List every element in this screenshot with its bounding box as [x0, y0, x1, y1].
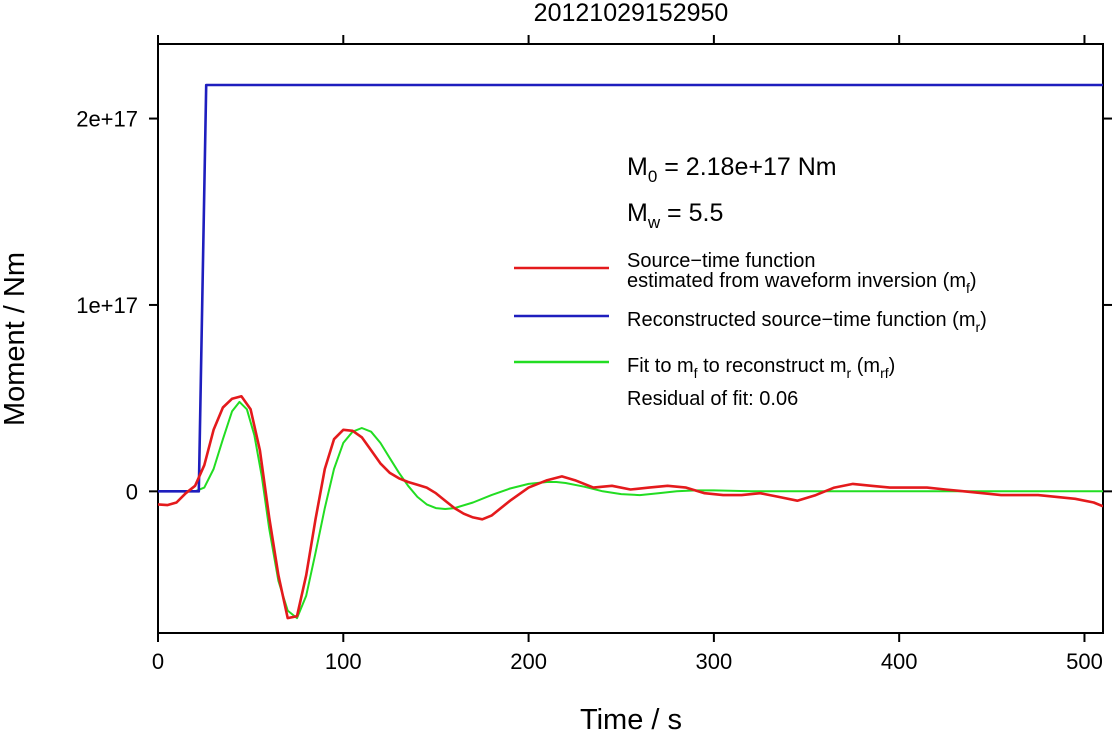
- x-tick-label: 100: [325, 649, 362, 674]
- y-tick-label: 1e+17: [76, 293, 138, 318]
- axes: 0 100 200 300 400 500 0 1e+17 2e+17: [76, 35, 1112, 674]
- x-tick-label: 300: [696, 649, 733, 674]
- residual-annotation: Residual of fit: 0.06: [627, 388, 798, 410]
- series-line-stf: [158, 394, 1103, 620]
- chart-text: 20121029152950 Time / s Moment / Nm M0 =…: [0, 0, 837, 734]
- series-line-fit: [158, 400, 1103, 620]
- y-axis-label: Moment / Nm: [0, 252, 31, 426]
- x-axis-label: Time / s: [580, 704, 682, 734]
- x-tick-label: 200: [510, 649, 547, 674]
- x-tick-label: 0: [152, 649, 164, 674]
- legend-label-reconstructed: Reconstructed source−time function (mr): [627, 309, 987, 335]
- legend-label-stf: estimated from waveform inversion (mf): [627, 270, 977, 296]
- legend-label-stf: Source−time function: [627, 250, 815, 272]
- x-tick-label: 400: [881, 649, 918, 674]
- y-tick-label: 2e+17: [76, 107, 138, 132]
- moment-annotation: M0 = 2.18e+17 Nm: [627, 153, 837, 186]
- series-lines: [158, 83, 1103, 620]
- legend-label-fit: Fit to mf to reconstruct mr (mrf): [627, 355, 895, 381]
- plot-frame: [157, 43, 1104, 634]
- series-line-reconstructed: [158, 83, 1103, 493]
- x-tick-label: 500: [1066, 649, 1103, 674]
- magnitude-annotation: Mw = 5.5: [627, 199, 723, 232]
- y-tick-label: 0: [126, 479, 138, 504]
- chart-title: 20121029152950: [534, 0, 729, 27]
